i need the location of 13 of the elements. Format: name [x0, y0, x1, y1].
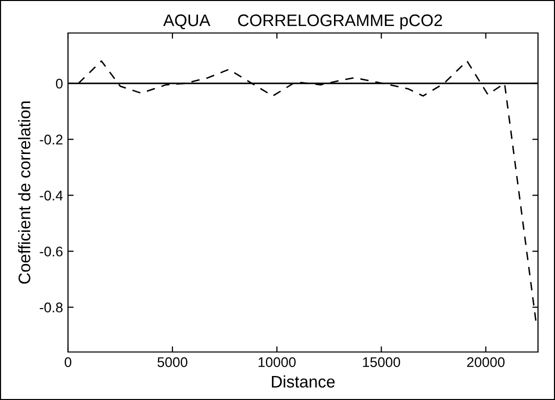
chart-title: AQUA CORRELOGRAMME pCO2: [163, 14, 442, 30]
x-axis-title: Distance: [272, 375, 335, 388]
x-tick-label: 0: [64, 357, 72, 368]
y-tick-label: -0.4: [40, 190, 63, 200]
y-tick-label: 0: [56, 78, 63, 89]
y-axis-title: Coefficient de correlation: [18, 102, 30, 284]
x-tick-label: 10000: [258, 357, 296, 368]
x-tick-label: 20000: [467, 357, 505, 368]
y-tick-label: -0.6: [40, 246, 63, 256]
y-tick-label: -0.2: [40, 134, 62, 145]
x-tick-label: 5000: [158, 357, 188, 368]
x-tick-label: 15000: [363, 357, 400, 368]
y-tick-label: -0.8: [40, 302, 63, 312]
